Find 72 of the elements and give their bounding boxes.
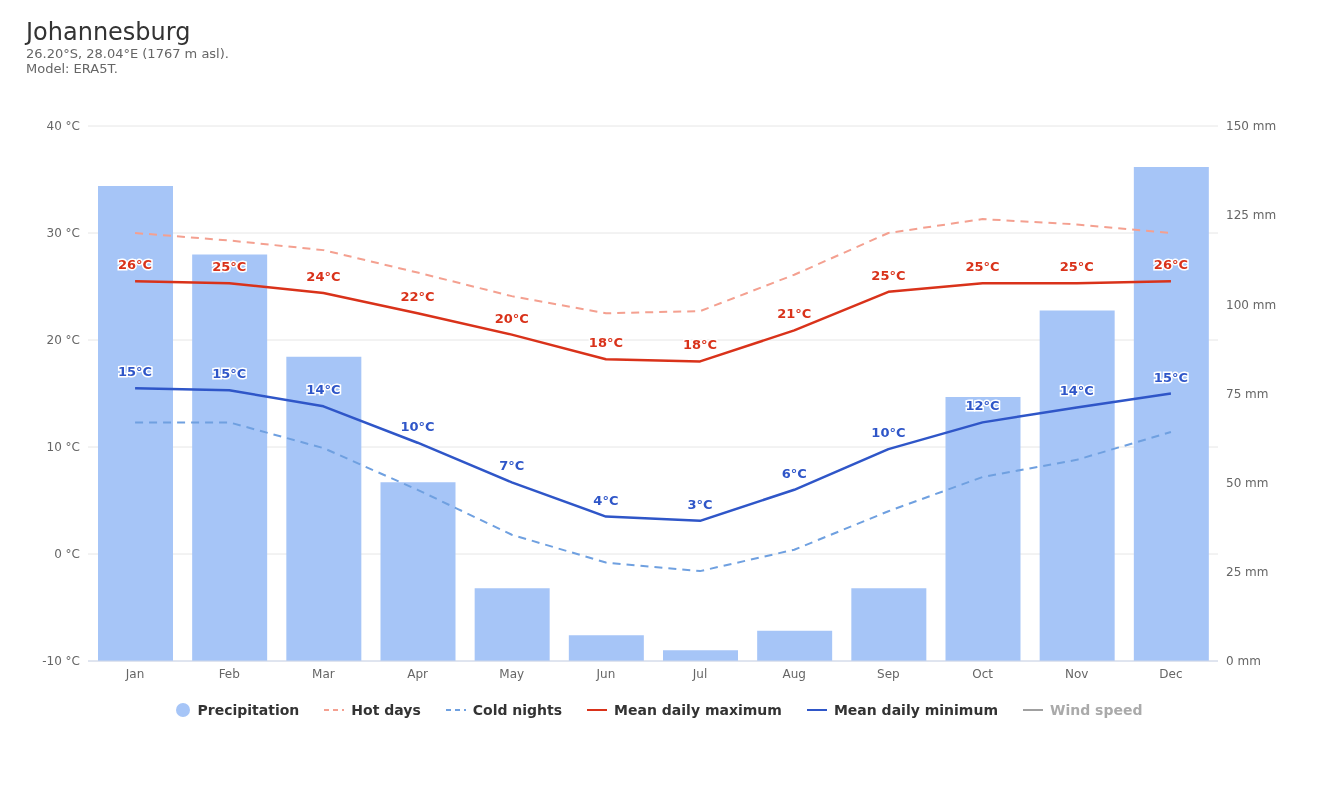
bar <box>663 650 738 661</box>
bar <box>1133 167 1209 661</box>
data-label: 18°C <box>683 337 718 353</box>
data-label: 25°C <box>212 259 247 275</box>
bar <box>474 588 550 661</box>
x-tick-label: Aug <box>782 666 806 681</box>
x-tick-label: Apr <box>407 666 429 681</box>
y2-tick-label: 150 mm <box>1226 119 1277 134</box>
data-label: 25°C <box>1059 259 1094 275</box>
line-series <box>134 421 1172 573</box>
data-label: 7°C <box>499 458 525 474</box>
data-label: 26°C <box>118 257 153 273</box>
legend-label: Wind speed <box>1049 702 1143 718</box>
y2-tick-label: 25 mm <box>1226 565 1269 580</box>
legend-label: Mean daily maximum <box>614 702 782 718</box>
y2-tick-label: 125 mm <box>1226 208 1277 223</box>
bar <box>1039 310 1115 661</box>
legend-label: Hot days <box>351 702 421 718</box>
data-label: 15°C <box>118 364 153 380</box>
bar <box>192 254 268 661</box>
legend-label: Cold nights <box>472 702 563 718</box>
x-tick-label: Sep <box>877 666 900 681</box>
x-tick-label: Feb <box>218 666 240 681</box>
y-tick-label: 10 °C <box>46 440 80 455</box>
data-label: 10°C <box>871 425 906 441</box>
x-tick-label: Mar <box>312 666 335 681</box>
x-tick-label: Jun <box>595 666 616 681</box>
y-tick-label: 30 °C <box>46 226 80 241</box>
chart-subtitle: 26.20°S, 28.04°E (1767 m asl). Model: ERA5T. <box>26 46 230 76</box>
line-series <box>133 279 1173 363</box>
data-label: 21°C <box>777 306 812 322</box>
x-tick-label: Dec <box>1159 666 1183 681</box>
bar <box>98 185 173 661</box>
bar <box>851 588 927 661</box>
x-tick-label: Oct <box>972 666 994 681</box>
bar <box>380 482 456 661</box>
data-label: 26°C <box>1153 257 1188 273</box>
y-tick-label: -10 °C <box>42 654 80 669</box>
x-tick-label: Nov <box>1065 666 1089 681</box>
bar <box>945 397 1021 661</box>
y-tick-label: 0 °C <box>54 547 80 562</box>
data-label: 4°C <box>593 492 619 508</box>
data-label: 22°C <box>400 289 435 305</box>
x-tick-label: May <box>499 666 525 681</box>
data-label: 3°C <box>687 496 713 512</box>
data-label: 10°C <box>400 418 435 434</box>
y2-tick-label: 0 mm <box>1226 654 1261 669</box>
bar <box>568 635 644 661</box>
data-label: 24°C <box>306 268 341 284</box>
y-tick-label: 20 °C <box>46 333 80 348</box>
data-label: 15°C <box>1153 369 1188 385</box>
data-label: 18°C <box>588 335 623 351</box>
data-label: 25°C <box>965 259 1000 275</box>
data-label: 25°C <box>871 267 906 283</box>
bar <box>757 630 833 661</box>
y-tick-label: 40 °C <box>46 119 80 134</box>
data-label: 6°C <box>781 465 807 481</box>
y2-tick-label: 100 mm <box>1226 297 1277 312</box>
data-label: 15°C <box>212 366 247 382</box>
line-series <box>133 386 1173 523</box>
y2-tick-label: 75 mm <box>1226 386 1269 401</box>
bar <box>286 356 362 661</box>
data-label: 12°C <box>965 398 1000 414</box>
chart-title: Johannesburg <box>26 18 192 46</box>
x-tick-label: Jul <box>691 666 708 681</box>
legend-label: Precipitation <box>197 702 300 718</box>
data-label: 14°C <box>306 382 341 398</box>
legend-label: Mean daily minimum <box>833 702 998 718</box>
y2-tick-label: 50 mm <box>1226 475 1269 490</box>
data-label: 14°C <box>1059 383 1094 399</box>
data-label: 20°C <box>494 310 529 326</box>
x-tick-label: Jan <box>124 666 145 681</box>
